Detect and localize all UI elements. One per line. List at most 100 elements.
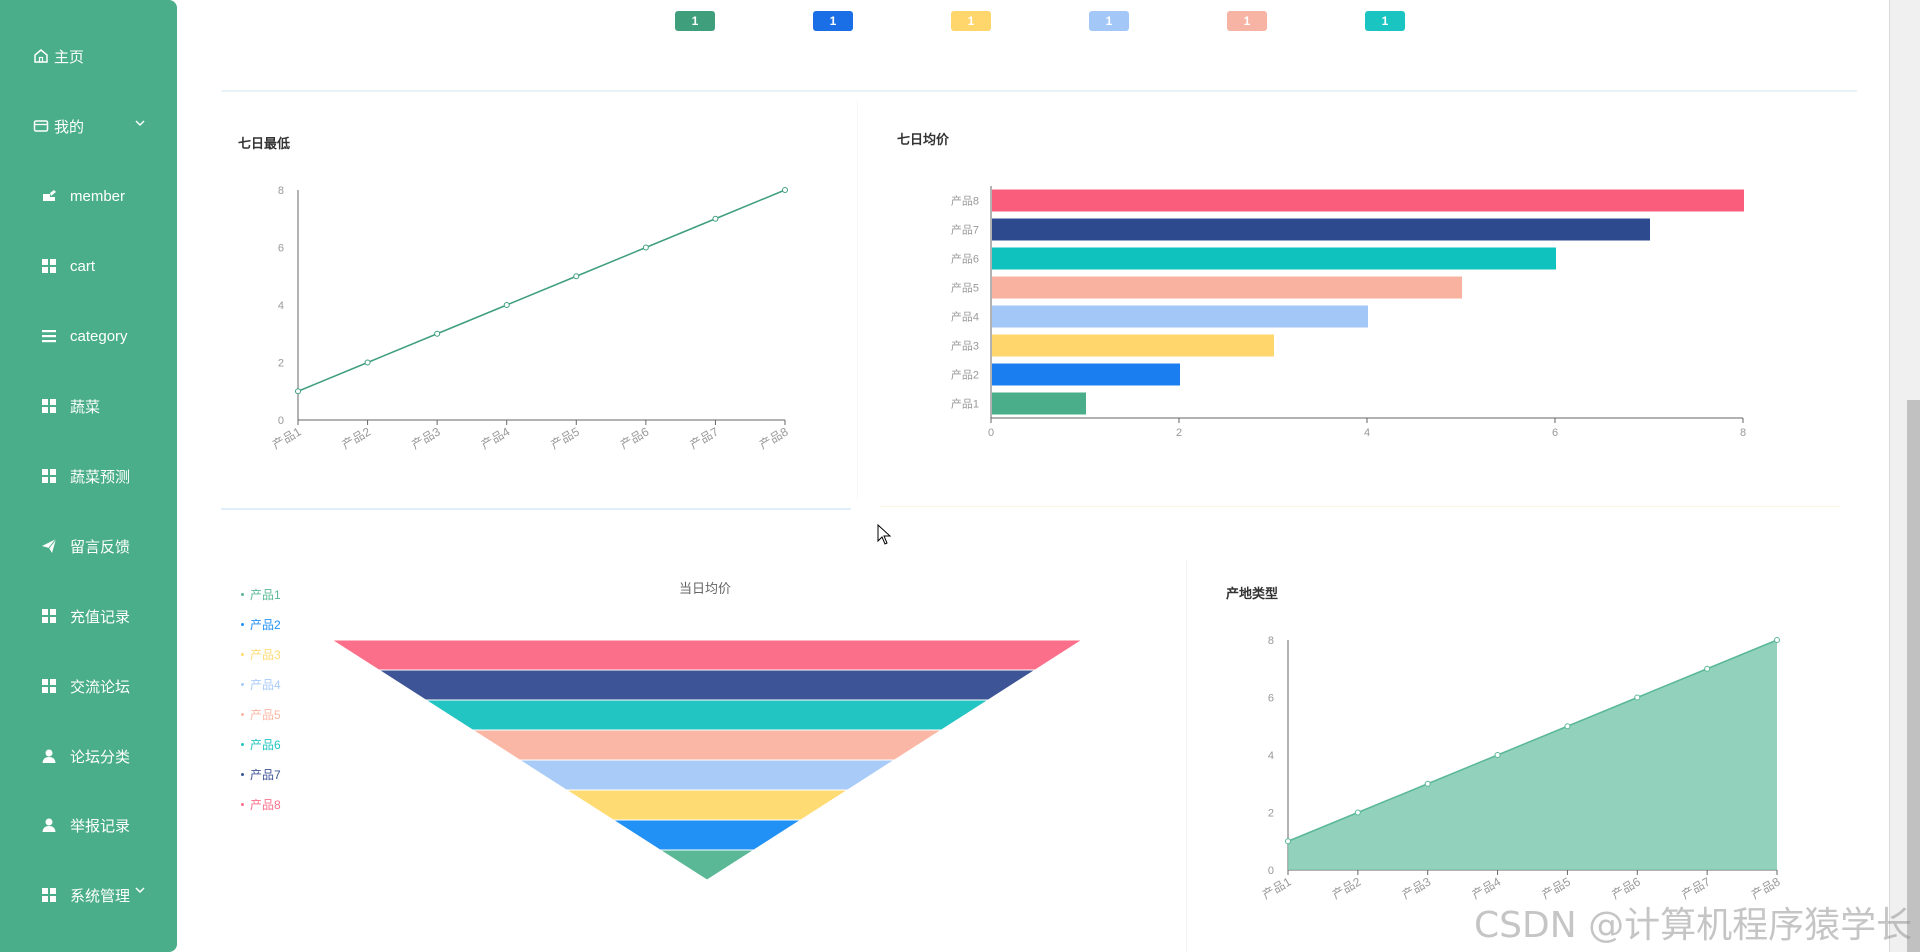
section-divider [221,508,851,510]
legend-item[interactable]: 产品7 [241,766,281,783]
sidebar-item-label: 主页 [54,48,85,66]
sidebar-item-cart[interactable]: cart [0,246,177,286]
sidebar-item-forum[interactable]: 交流论坛 [0,666,177,706]
x-tick-label: 2 [1176,427,1182,439]
funnel-segment [424,699,990,731]
sidebar-item-recharge[interactable]: 充值记录 [0,596,177,636]
y-tick-label: 产品8 [951,194,979,208]
list-icon [40,327,58,345]
data-point [1494,752,1501,758]
x-tick-label: 0 [988,427,994,439]
data-point [1354,809,1361,816]
area-fill [1288,640,1777,870]
bar [992,218,1650,241]
legend-label: 产品6 [250,738,281,752]
sidebar-item-category[interactable]: category [0,316,177,356]
sidebar-item-forum-category[interactable]: 论坛分类 [0,736,177,776]
sidebar-item-feedback[interactable]: 留言反馈 [0,526,177,566]
legend-item[interactable]: 产品5 [241,706,281,723]
count-badge: 1 [675,11,715,31]
bar [992,334,1274,357]
count-badge: 1 [813,11,853,31]
legend-item[interactable]: 产品1 [241,586,281,603]
id-card-icon [40,187,58,205]
area-chart-title: 产地类型 [1226,586,1279,601]
data-point [503,302,510,308]
grid-icon [40,467,58,485]
grid-icon [40,257,58,275]
data-point [1285,838,1291,845]
funnel-segment [330,639,1084,671]
y-tick-label: 6 [278,243,284,255]
legend-label: 产品3 [250,648,281,662]
sidebar-item-label: 蔬菜预测 [70,468,131,486]
scrollbar-track [1889,0,1890,952]
sidebar-item-vegetable-forecast[interactable]: 蔬菜预测 [0,456,177,496]
data-point [782,187,788,193]
y-tick-label: 产品7 [951,223,979,237]
x-tick-label: 产品8 [757,424,791,452]
x-tick-label: 产品5 [548,424,582,452]
scrollbar-thumb[interactable] [1907,400,1920,952]
sidebar-item-label: 系统管理 [70,887,131,905]
x-tick-label: 产品3 [1400,874,1434,902]
grid-icon [40,677,58,695]
y-tick-label: 产品5 [951,281,979,295]
legend-dot-icon [241,743,244,746]
sidebar-item-vegetable[interactable]: 蔬菜 [0,386,177,426]
funnel-segment [658,849,756,881]
sidebar-item-home[interactable]: 主页 [0,36,177,76]
legend-dot-icon [241,593,244,596]
sidebar-item-label: 充值记录 [70,608,131,626]
data-point [1564,723,1571,730]
y-tick-label: 产品4 [951,310,979,324]
legend-item[interactable]: 产品3 [241,646,281,663]
bar [992,305,1368,328]
home-icon [32,47,50,65]
series-line [297,189,786,392]
grid-icon [40,397,58,415]
data-point [364,359,371,366]
legend-label: 产品7 [250,768,281,782]
legend-dot-icon [241,713,244,716]
y-tick-label: 6 [1268,693,1274,705]
sidebar-item-label: 蔬菜 [70,398,101,416]
sidebar-item-mine[interactable]: 我的 [0,106,177,146]
section-divider [1186,560,1187,952]
sidebar-item-label: category [70,327,128,345]
legend-item[interactable]: 产品2 [241,616,281,633]
watermark: CSDN @计算机程序猿学长 [1474,905,1913,946]
sidebar: 主页 我的 member cart category 蔬菜 [0,0,177,952]
x-tick-label: 产品2 [1330,874,1364,902]
legend-item[interactable]: 产品6 [241,736,281,753]
x-tick-label: 产品3 [409,424,443,452]
legend-label: 产品4 [250,678,281,692]
line-chart-title: 七日最低 [238,136,291,151]
chevron-down-icon [133,883,147,897]
section-divider [880,506,1840,507]
sidebar-item-member[interactable]: member [0,176,177,216]
funnel-segment [611,819,803,851]
x-tick-label: 产品1 [1260,874,1294,902]
funnel-segment [517,759,897,791]
sidebar-item-report[interactable]: 举报记录 [0,805,177,845]
bar [992,363,1180,386]
legend-item[interactable]: 产品4 [241,676,281,693]
legend-item[interactable]: 产品8 [241,796,281,813]
data-point [1424,780,1431,787]
data-point [573,273,580,280]
y-tick-label: 产品1 [951,397,979,411]
sidebar-item-label: 交流论坛 [70,678,131,696]
funnel-chart [330,639,1084,881]
sidebar-item-system[interactable]: 系统管理 [0,875,177,915]
bar-chart-title: 七日均价 [897,132,950,147]
bar [992,247,1556,270]
count-badge: 1 [951,11,991,31]
sidebar-item-label: 论坛分类 [70,748,131,766]
sidebar-item-label: cart [70,257,96,275]
x-tick-label: 6 [1552,427,1558,439]
legend-dot-icon [241,623,244,626]
x-tick-label: 8 [1740,427,1746,439]
x-tick-label: 产品4 [479,424,513,452]
